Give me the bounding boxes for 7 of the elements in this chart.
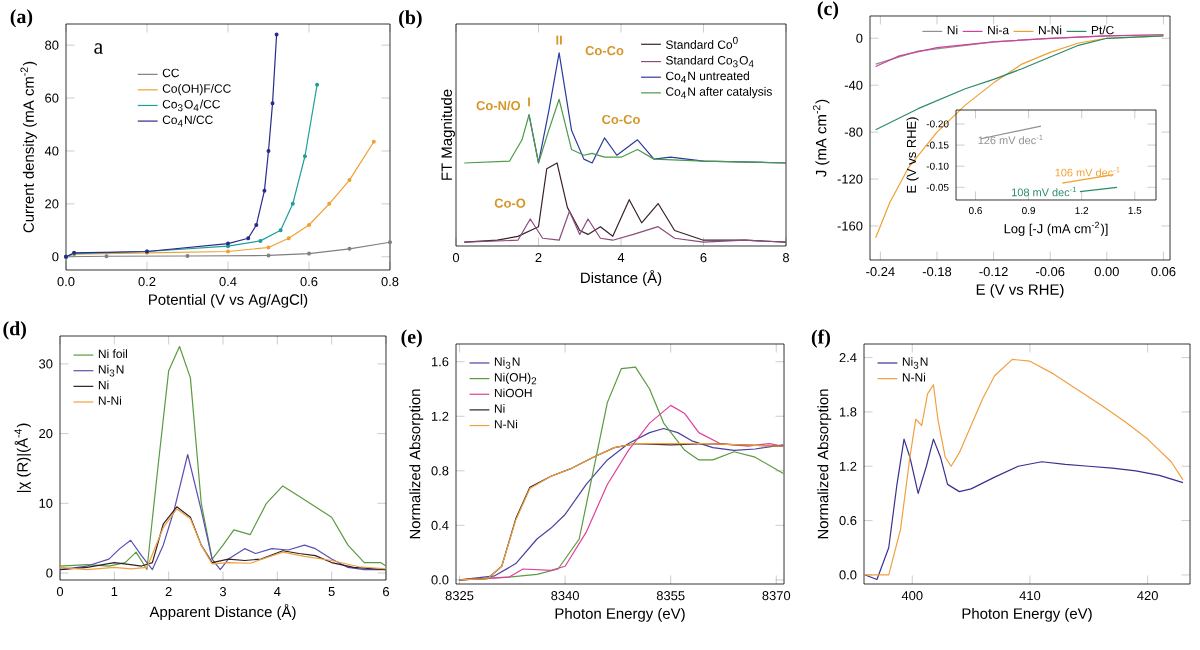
chart-title: (e) (401, 329, 422, 348)
chart-title: (b) (399, 10, 422, 29)
chart-title: (f) (811, 329, 830, 348)
chart-title: (d) (3, 321, 26, 340)
chart-title: (a) (10, 9, 33, 28)
chart-title: (c) (817, 1, 839, 20)
annotation: a (94, 43, 103, 54)
